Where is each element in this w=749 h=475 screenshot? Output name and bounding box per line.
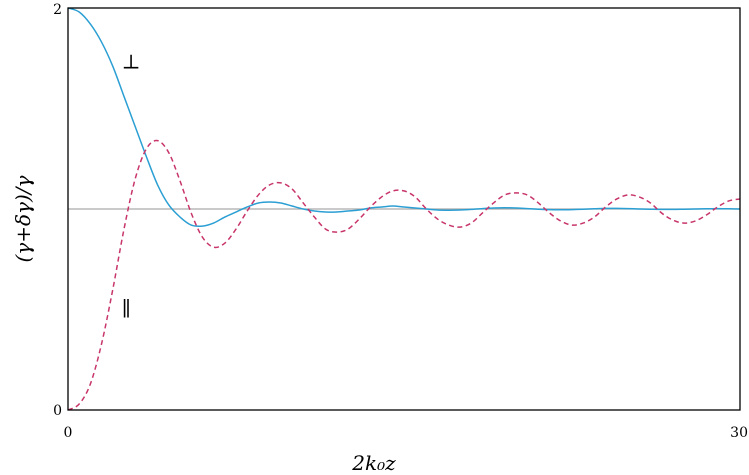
series-label-parallel: ∥ (122, 297, 131, 321)
y-tick-label-0: 0 (53, 403, 62, 419)
series-parallel-line (67, 139, 741, 411)
series-layer (67, 7, 741, 411)
x-axis-label: 2k₀z (351, 451, 396, 475)
series-perpendicular-line (67, 7, 741, 228)
x-tick-label-30: 30 (730, 425, 748, 441)
series-label-perpendicular: ⊥ (122, 49, 141, 73)
y-tick-label-2: 2 (53, 2, 62, 18)
x-tick-label-0: 0 (64, 425, 73, 441)
plot-frame (67, 7, 741, 411)
y-axis-label: (γ+δγ)/γ (11, 175, 35, 262)
